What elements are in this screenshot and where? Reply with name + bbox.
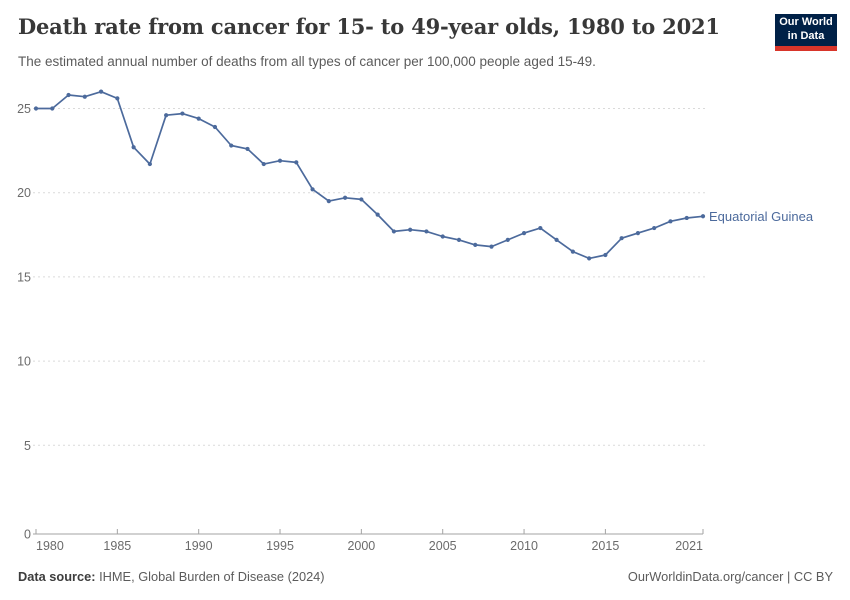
- data-point-marker: [261, 161, 266, 167]
- data-point-marker: [538, 225, 543, 231]
- data-point-marker: [310, 187, 315, 192]
- data-point-marker: [229, 143, 234, 148]
- x-axis-tick-label: 1980: [36, 539, 64, 553]
- data-source-note: Data source: IHME, Global Burden of Dise…: [18, 569, 325, 584]
- data-point-marker: [684, 215, 689, 221]
- data-point-marker: [196, 116, 201, 121]
- y-axis-tick-label: 5: [24, 439, 31, 453]
- data-point-marker: [408, 227, 413, 232]
- data-point-marker: [440, 234, 445, 239]
- data-point-marker: [391, 229, 397, 234]
- data-point-marker: [342, 195, 348, 200]
- page-title: Death rate from cancer for 15- to 49-yea…: [18, 14, 720, 39]
- data-point-marker: [505, 237, 510, 242]
- data-point-marker: [424, 229, 429, 234]
- data-point-marker: [570, 249, 575, 254]
- data-line-series[interactable]: [35, 90, 704, 260]
- y-axis-tick-label: 0: [24, 528, 31, 542]
- data-point-marker: [587, 256, 592, 261]
- x-axis-tick-label: 2010: [510, 539, 538, 553]
- data-point-marker: [375, 212, 380, 217]
- y-axis-tick-label: 20: [17, 186, 31, 200]
- data-point-marker: [521, 231, 527, 236]
- data-point-marker: [554, 237, 559, 242]
- data-point-marker: [115, 96, 120, 101]
- data-point-marker: [180, 111, 185, 116]
- y-axis-tick-label: 15: [17, 270, 31, 284]
- data-source-label: Data source:: [18, 569, 96, 584]
- data-point-marker: [603, 252, 608, 258]
- data-point-marker: [277, 158, 283, 163]
- data-point-marker: [359, 197, 364, 202]
- x-axis-tick-label: 2015: [591, 539, 619, 553]
- data-point-marker: [82, 94, 87, 99]
- data-point-marker: [50, 106, 55, 111]
- data-point-marker: [635, 231, 641, 236]
- entity-label[interactable]: Equatorial Guinea: [709, 209, 814, 224]
- owid-logo-line1: Our World: [779, 16, 833, 29]
- x-axis-tick-label: 1995: [266, 539, 294, 553]
- data-point-marker: [619, 236, 624, 241]
- data-point-marker: [489, 244, 494, 249]
- data-point-marker: [700, 214, 706, 219]
- data-point-marker: [668, 219, 673, 224]
- data-point-marker: [66, 92, 71, 98]
- data-source-text: IHME, Global Burden of Disease (2024): [95, 569, 325, 584]
- data-point-marker: [245, 146, 250, 152]
- x-axis-tick-label: 1985: [103, 539, 131, 553]
- data-point-marker: [98, 89, 104, 94]
- x-axis-tick-label: 1990: [185, 539, 213, 553]
- data-point-marker: [131, 145, 136, 150]
- y-axis-tick-label: 25: [17, 102, 31, 116]
- data-point-marker: [212, 124, 218, 130]
- x-axis-tick-label: 2000: [347, 539, 375, 553]
- y-axis-tick-label: 10: [17, 355, 31, 369]
- owid-logo-line2: in Data: [787, 30, 825, 42]
- license-link[interactable]: OurWorldinData.org/cancer | CC BY: [627, 569, 833, 584]
- data-point-marker: [456, 237, 462, 242]
- data-point-marker: [147, 161, 152, 167]
- data-point-marker: [652, 225, 657, 231]
- data-point-marker: [473, 242, 478, 248]
- data-point-marker: [326, 199, 331, 204]
- data-point-marker: [33, 106, 39, 111]
- page-subtitle: The estimated annual number of deaths fr…: [18, 54, 596, 69]
- data-point-marker: [164, 113, 169, 118]
- data-point-marker: [294, 160, 299, 165]
- x-axis-tick-label: 2005: [429, 539, 457, 553]
- x-axis-tick-label: 2021: [675, 539, 703, 553]
- owid-logo[interactable]: Our World in Data: [775, 14, 837, 51]
